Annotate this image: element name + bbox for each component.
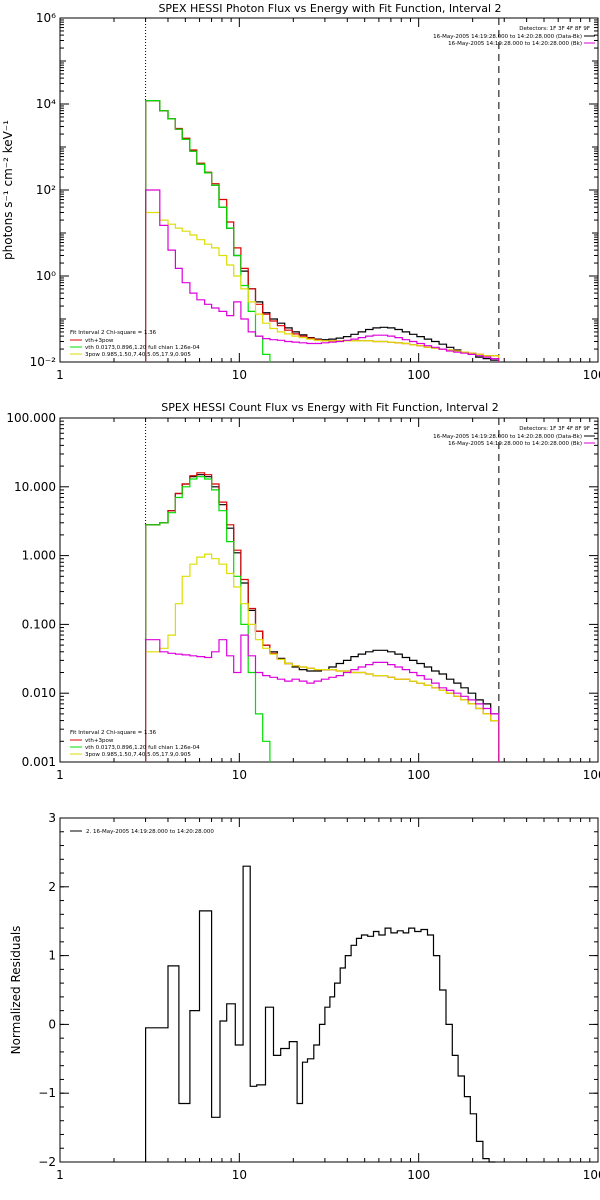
legend-vth: vth 0.0173,0.896,1.20 full chian 1.26e-0… — [85, 745, 200, 751]
y-tick-label: 0.001 — [22, 755, 56, 769]
photon-flux-ylabel: photons s⁻¹ cm⁻² keV⁻¹ — [1, 120, 15, 260]
count-flux-plot-frame — [59, 417, 599, 763]
count-flux-legend-right: Detectors: 1F 3F 4F 8F 9F 16-May-2005 14… — [433, 426, 595, 447]
legend-bk: 16-May-2005 14:19:28.000 to 14:20:28.000… — [448, 441, 582, 447]
y-tick-label: 10.000 — [14, 480, 56, 494]
series-line-data-bk — [145, 474, 500, 762]
x-tick-label: 1 — [56, 1168, 64, 1182]
legend-3pow: 3pow 0.985,1.50,7.40,5.05,17.9,0.905 — [85, 752, 191, 758]
residuals-legend: 2. 16-May-2005 14:19:28.000 to 14:20:28.… — [86, 829, 214, 835]
photon-flux-legend-right: Detectors: 1F 3F 4F 8F 9F 16-May-2005 14… — [433, 26, 595, 47]
legend-vth3pow: vth+3pow — [85, 738, 114, 744]
legend-bk: 16-May-2005 14:19:28.000 to 14:20:28.000… — [448, 41, 582, 47]
legend-detectors: Detectors: 1F 3F 4F 8F 9F — [519, 26, 590, 32]
legend-detectors: Detectors: 1F 3F 4F 8F 9F — [519, 426, 590, 432]
x-tick-label: 1000 — [583, 1168, 600, 1182]
y-tick-label: 0 — [48, 1017, 56, 1031]
y-tick-label: 3 — [48, 811, 56, 825]
x-tick-label: 100 — [407, 1168, 430, 1182]
legend-3pow: 3pow 0.985,1.50,7.40,5.05,17.9,0.905 — [85, 352, 191, 358]
legend-data-bk: 16-May-2005 14:19:28.000 to 14:20:28.000… — [433, 34, 582, 40]
series-line-bk — [145, 634, 500, 762]
x-tick-label: 1000 — [583, 368, 600, 382]
y-tick-label: 2 — [48, 880, 56, 894]
series-line-vth — [145, 476, 271, 762]
photon-flux-plot-frame — [59, 17, 599, 363]
residuals-panel: Normalized Residuals 1101001000−2−10123 … — [9, 811, 600, 1182]
x-tick-label: 10 — [232, 368, 247, 382]
series-line-residuals — [145, 865, 496, 1163]
y-tick-label: −2 — [38, 1155, 56, 1169]
y-tick-label: 100.000 — [6, 411, 56, 425]
y-tick-label: 0.100 — [22, 617, 56, 631]
legend-data-bk: 16-May-2005 14:19:28.000 to 14:20:28.000… — [433, 434, 582, 440]
photon-flux-legend-left: Fit Interval 2 Chi-square = 1.36 vth+3po… — [70, 330, 200, 358]
count-flux-panel: SPEX HESSI Count Flux vs Energy with Fit… — [6, 401, 600, 782]
y-tick-label: 10⁰ — [36, 269, 56, 283]
legend-fit-interval: Fit Interval 2 Chi-square = 1.36 — [70, 730, 157, 736]
residuals-ylabel: Normalized Residuals — [9, 926, 23, 1055]
series-line-vth — [145, 100, 271, 362]
residuals-plot-frame — [59, 817, 599, 1163]
series-line-vth-3pow — [145, 472, 500, 762]
count-flux-title: SPEX HESSI Count Flux vs Energy with Fit… — [161, 401, 498, 414]
y-tick-label: 1 — [48, 949, 56, 963]
x-tick-label: 1 — [56, 768, 64, 782]
series-line-vth-3pow — [145, 100, 500, 362]
legend-fit-interval: Fit Interval 2 Chi-square = 1.36 — [70, 330, 157, 336]
y-tick-label: 1.000 — [22, 549, 56, 563]
series-line-data-bk — [145, 100, 500, 362]
y-tick-label: 10⁻² — [30, 355, 57, 369]
y-tick-label: 10⁴ — [36, 97, 56, 111]
x-tick-label: 10 — [232, 768, 247, 782]
photon-flux-title: SPEX HESSI Photon Flux vs Energy with Fi… — [158, 2, 501, 15]
x-tick-label: 1000 — [583, 768, 600, 782]
x-tick-label: 100 — [407, 368, 430, 382]
x-tick-label: 10 — [232, 1168, 247, 1182]
y-tick-label: −1 — [38, 1086, 56, 1100]
x-tick-label: 1 — [56, 368, 64, 382]
y-tick-label: 0.010 — [22, 686, 56, 700]
x-tick-label: 100 — [407, 768, 430, 782]
legend-vth3pow: vth+3pow — [85, 338, 114, 344]
legend-vth: vth 0.0173,0.896,1.20 full chian 1.26e-0… — [85, 345, 200, 351]
photon-flux-panel: SPEX HESSI Photon Flux vs Energy with Fi… — [1, 2, 600, 382]
y-tick-label: 10² — [36, 183, 56, 197]
series-line-3pow — [145, 553, 500, 762]
count-flux-legend-left: Fit Interval 2 Chi-square = 1.36 vth+3po… — [70, 730, 200, 758]
y-tick-label: 10⁶ — [36, 11, 56, 25]
series-line-bk — [145, 189, 500, 362]
